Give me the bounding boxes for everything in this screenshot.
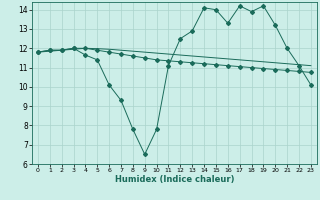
X-axis label: Humidex (Indice chaleur): Humidex (Indice chaleur) bbox=[115, 175, 234, 184]
